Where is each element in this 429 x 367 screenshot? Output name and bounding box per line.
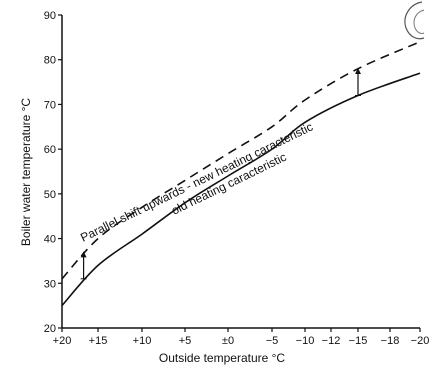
scan-smudge-mark: [404, 1, 425, 40]
x-tick-label: +5: [179, 335, 192, 347]
x-tick-label: +15: [89, 335, 108, 347]
y-tick-label: 70: [44, 99, 56, 111]
y-tick-label: 40: [44, 234, 56, 246]
x-axis-title: Outside temperature °C: [159, 351, 286, 365]
x-tick-label: −12: [322, 335, 341, 347]
x-ticks: +20 +15 +10 +5 ±0 −5 −10 −12 −15 −18 −20: [53, 328, 429, 347]
series-layer: [61, 41, 421, 307]
y-tick-label: 60: [44, 144, 56, 156]
x-tick-label: −18: [381, 335, 400, 347]
y-tick-label: 80: [44, 55, 56, 67]
x-tick-label: +20: [53, 335, 72, 347]
x-tick-label: −15: [349, 335, 368, 347]
y-ticks: 20 30 40 50 60 70 80 90: [44, 10, 62, 335]
y-tick-label: 30: [44, 278, 56, 290]
annotation-layer: [80, 68, 361, 280]
x-tick-label: −20: [411, 335, 429, 347]
scan-smudge-mark-inner: [413, 9, 425, 34]
x-tick-label: −5: [266, 335, 279, 347]
y-tick-label: 90: [44, 10, 56, 22]
y-axis-title: Boiler water temperature °C: [19, 98, 33, 247]
series-label-new: Parallel shift upwards - new heating car…: [78, 120, 315, 245]
series-line-new-characteristic: [61, 41, 421, 280]
x-tick-label: −10: [296, 335, 315, 347]
x-tick-label: +10: [133, 335, 152, 347]
y-tick-label: 50: [44, 189, 56, 201]
x-tick-label: ±0: [222, 335, 234, 347]
y-tick-label: 20: [44, 323, 56, 335]
series-line-old-characteristic: [61, 72, 421, 307]
